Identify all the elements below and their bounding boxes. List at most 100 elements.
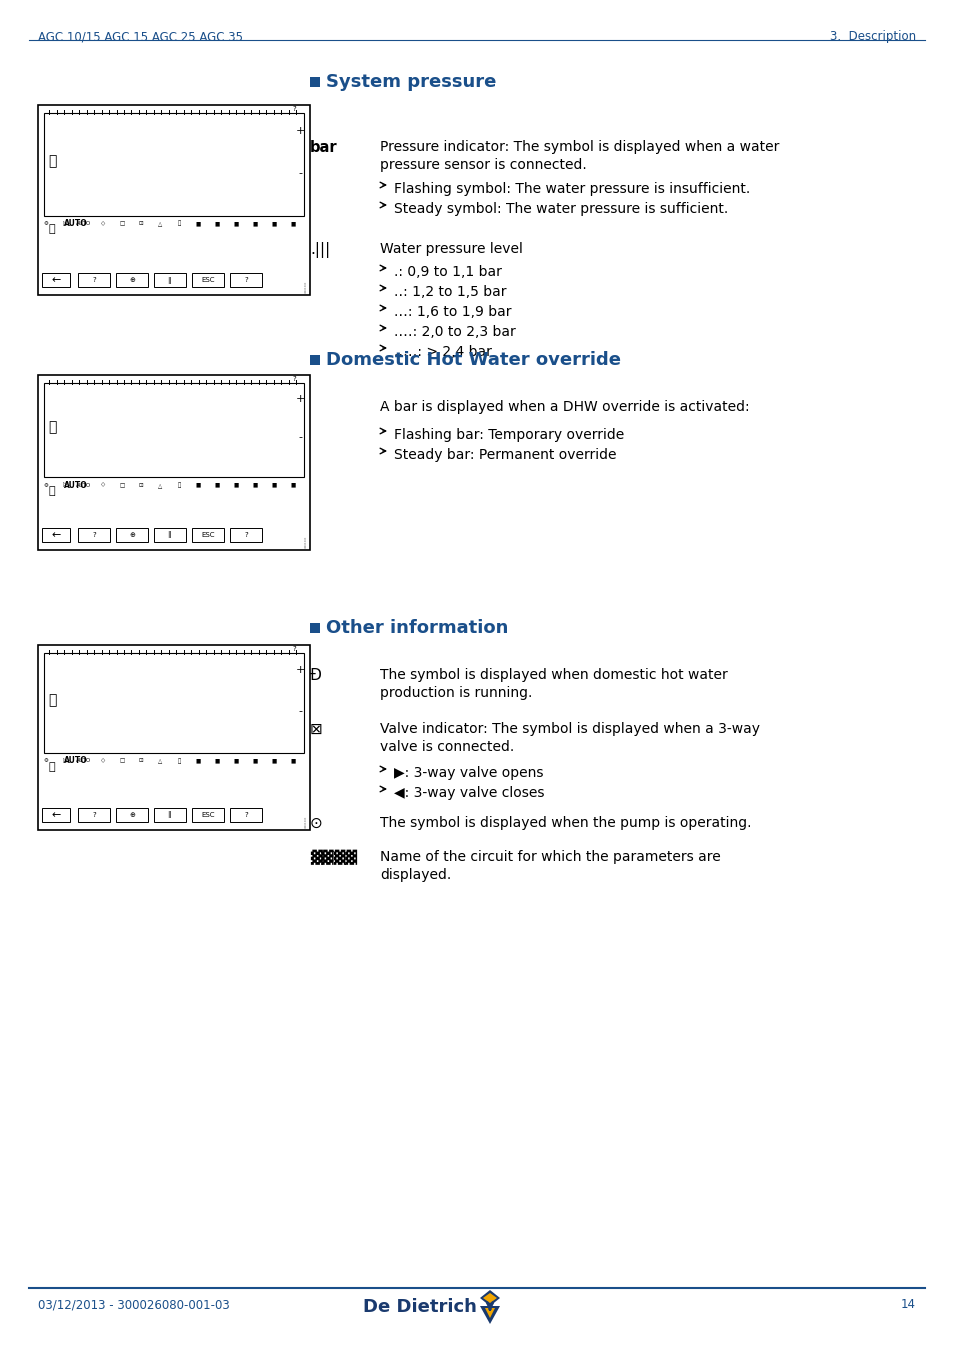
Text: ▷: ▷	[63, 483, 67, 487]
Bar	[153, 809, 186, 822]
Bar	[42, 528, 70, 541]
Text: ⚙: ⚙	[44, 221, 49, 225]
Text: ←: ←	[51, 810, 61, 819]
Text: xxxxx: xxxxx	[304, 281, 308, 293]
Text: □: □	[119, 483, 125, 487]
Polygon shape	[484, 1308, 495, 1318]
Text: ⊙: ⊙	[310, 815, 322, 832]
Text: ◇: ◇	[101, 759, 105, 763]
Text: ?: ?	[244, 277, 248, 284]
Text: ←: ←	[51, 531, 61, 540]
Text: A bar is displayed when a DHW override is activated:: A bar is displayed when a DHW override i…	[379, 400, 749, 414]
Text: ■: ■	[290, 483, 295, 487]
Text: +: +	[295, 394, 304, 404]
Text: The symbol is displayed when the pump is operating.: The symbol is displayed when the pump is…	[379, 815, 751, 830]
Text: AGC 10/15 AGC 15 AGC 25 AGC 35: AGC 10/15 AGC 15 AGC 25 AGC 35	[38, 30, 243, 43]
Bar	[42, 273, 70, 288]
FancyBboxPatch shape	[38, 645, 310, 830]
Text: .․․․․: > 2,4 bar: .․․․․: > 2,4 bar	[394, 346, 492, 359]
Bar	[78, 273, 110, 288]
Bar	[310, 77, 319, 86]
Text: ■: ■	[214, 759, 219, 763]
Text: Pressure indicator: The symbol is displayed when a water
pressure sensor is conn: Pressure indicator: The symbol is displa…	[379, 140, 779, 173]
Bar	[230, 273, 262, 288]
Text: ◀: 3-way valve closes: ◀: 3-way valve closes	[394, 786, 544, 801]
Text: ⚙: ⚙	[44, 483, 49, 487]
Bar	[153, 273, 186, 288]
Text: xxxxx: xxxxx	[304, 815, 308, 828]
Text: .․․: 1,6 to 1,9 bar: .․․: 1,6 to 1,9 bar	[394, 305, 511, 319]
Text: ▶: 3-way valve opens: ▶: 3-way valve opens	[394, 765, 543, 780]
Text: ⓔ: ⓔ	[177, 757, 180, 764]
Text: 3.  Description: 3. Description	[829, 30, 915, 43]
Text: ■: ■	[233, 759, 238, 763]
Text: ?: ?	[244, 532, 248, 539]
Text: Valve indicator: The symbol is displayed when a 3-way
valve is connected.: Valve indicator: The symbol is displayed…	[379, 722, 760, 755]
Bar	[116, 809, 148, 822]
Text: ■: ■	[271, 221, 276, 225]
FancyBboxPatch shape	[38, 375, 310, 549]
Bar	[44, 113, 304, 216]
Text: ?: ?	[92, 277, 95, 284]
Bar	[310, 355, 319, 364]
Text: ⊡: ⊡	[138, 759, 143, 763]
Text: ■: ■	[271, 483, 276, 487]
Bar	[192, 809, 224, 822]
Text: ■: ■	[195, 221, 200, 225]
Text: ESC: ESC	[201, 532, 214, 539]
Text: ?: ?	[92, 811, 95, 818]
Text: AUTO: AUTO	[76, 759, 91, 763]
Text: ■: ■	[253, 483, 257, 487]
Text: ▷: ▷	[63, 221, 67, 225]
Text: ⊡: ⊡	[138, 483, 143, 487]
Bar	[192, 273, 224, 288]
Text: □: □	[119, 221, 125, 225]
Text: Ð: Ð	[310, 668, 321, 683]
Bar	[78, 528, 110, 541]
Text: ←: ←	[51, 275, 61, 285]
Text: 03/12/2013 - 300026080-001-03: 03/12/2013 - 300026080-001-03	[38, 1297, 230, 1311]
Text: AUTO: AUTO	[64, 756, 88, 765]
Text: .․: 1,2 to 1,5 bar: .․: 1,2 to 1,5 bar	[394, 285, 506, 298]
Text: AUTO: AUTO	[76, 483, 91, 487]
Text: ■: ■	[271, 759, 276, 763]
Text: □: □	[119, 759, 125, 763]
Text: ?: ?	[292, 647, 295, 652]
Polygon shape	[479, 1291, 499, 1305]
Text: ||: ||	[168, 532, 172, 539]
Text: .: 0,9 to 1,1 bar: .: 0,9 to 1,1 bar	[394, 265, 501, 279]
Text: ?: ?	[92, 532, 95, 539]
Text: ◇: ◇	[101, 221, 105, 225]
Text: 🔔: 🔔	[48, 154, 56, 169]
Text: ⊕: ⊕	[129, 532, 134, 539]
Text: ⚙: ⚙	[44, 759, 49, 763]
Text: ◇: ◇	[101, 483, 105, 487]
Text: 14: 14	[900, 1297, 915, 1311]
Text: Other information: Other information	[326, 620, 508, 637]
Text: ■: ■	[214, 221, 219, 225]
Text: ESC: ESC	[201, 811, 214, 818]
Text: ?: ?	[244, 811, 248, 818]
Text: 📶: 📶	[49, 761, 55, 772]
Text: -: -	[297, 432, 302, 443]
Text: Water pressure level: Water pressure level	[379, 242, 522, 256]
Bar	[42, 809, 70, 822]
Text: ■: ■	[290, 759, 295, 763]
Text: ■: ■	[233, 483, 238, 487]
Text: △: △	[157, 759, 162, 763]
Text: -: -	[297, 167, 302, 178]
Text: +: +	[295, 126, 304, 136]
Text: System pressure: System pressure	[326, 73, 496, 90]
Text: ⊕: ⊕	[129, 811, 134, 818]
Text: The symbol is displayed when domestic hot water
production is running.: The symbol is displayed when domestic ho…	[379, 668, 727, 701]
Text: ■: ■	[253, 759, 257, 763]
Bar	[116, 273, 148, 288]
Text: Steady bar: Permanent override: Steady bar: Permanent override	[394, 448, 616, 462]
Text: ⊡: ⊡	[138, 221, 143, 225]
Text: ?: ?	[292, 107, 295, 112]
Text: AUTO: AUTO	[76, 221, 91, 225]
Text: ▓▓▓▓: ▓▓▓▓	[310, 850, 356, 865]
Text: ESC: ESC	[201, 277, 214, 284]
Bar	[230, 809, 262, 822]
Text: Name of the circuit for which the parameters are
displayed.: Name of the circuit for which the parame…	[379, 850, 720, 883]
